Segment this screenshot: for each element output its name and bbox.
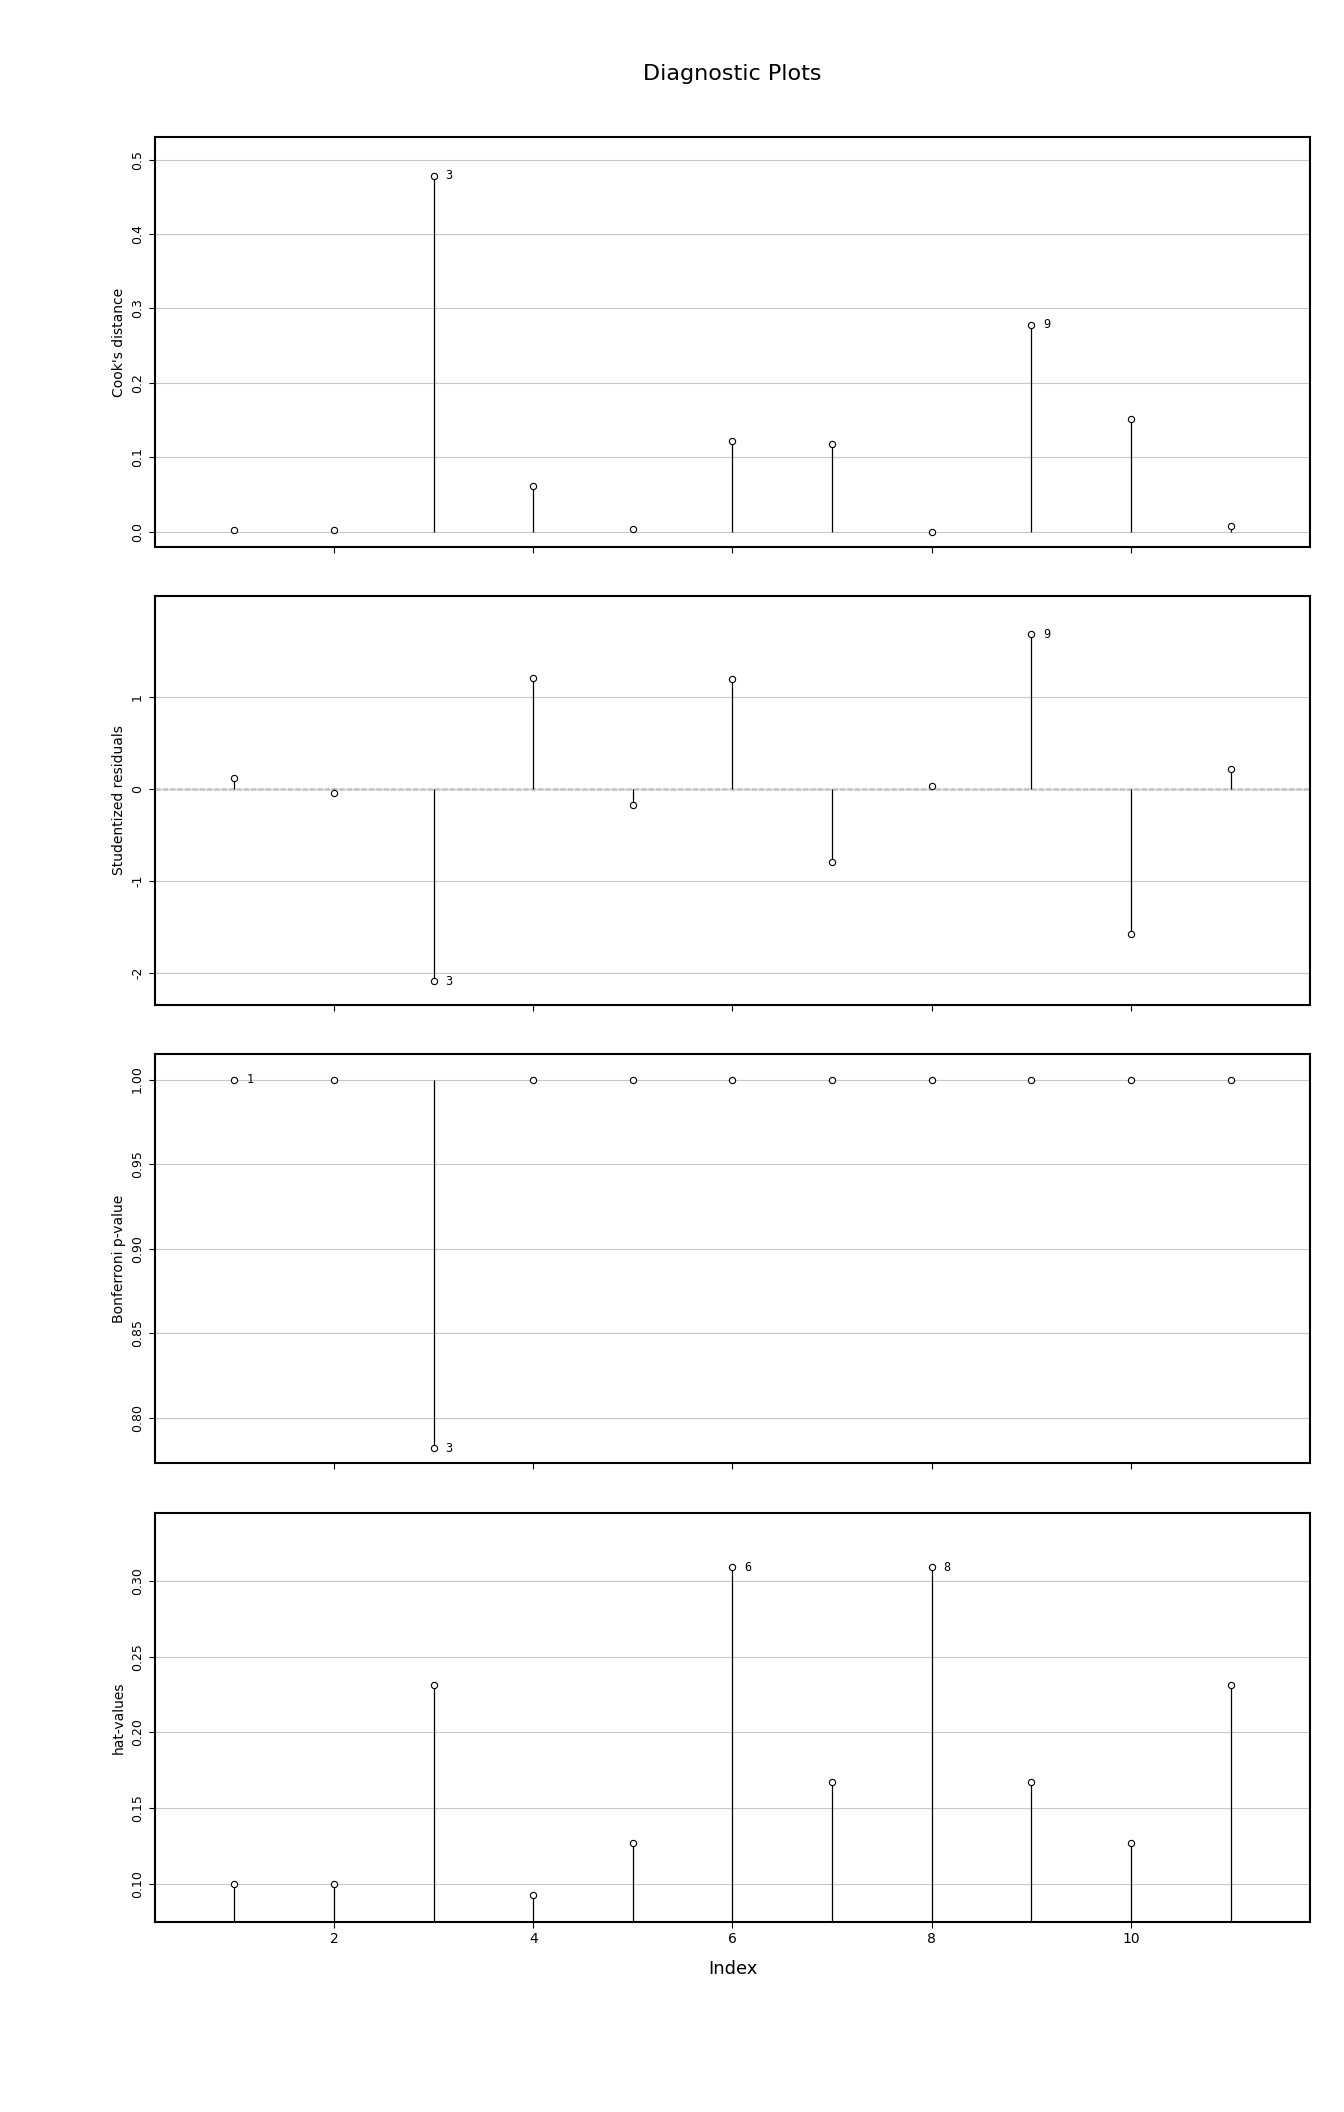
Y-axis label: Cook's distance: Cook's distance <box>112 287 125 397</box>
Text: 1: 1 <box>246 1073 254 1086</box>
Text: 3: 3 <box>445 1442 453 1455</box>
Text: 9: 9 <box>1043 319 1051 332</box>
Text: 6: 6 <box>745 1561 751 1573</box>
Y-axis label: Studentized residuals: Studentized residuals <box>112 724 125 874</box>
Text: Diagnostic Plots: Diagnostic Plots <box>644 63 821 84</box>
Y-axis label: Bonferroni p-value: Bonferroni p-value <box>112 1195 125 1322</box>
Text: 9: 9 <box>1043 627 1051 640</box>
X-axis label: Index: Index <box>708 1960 757 1979</box>
Y-axis label: hat-values: hat-values <box>112 1681 125 1753</box>
Text: 8: 8 <box>943 1561 950 1573</box>
Text: 3: 3 <box>445 169 453 182</box>
Text: 3: 3 <box>445 974 453 988</box>
